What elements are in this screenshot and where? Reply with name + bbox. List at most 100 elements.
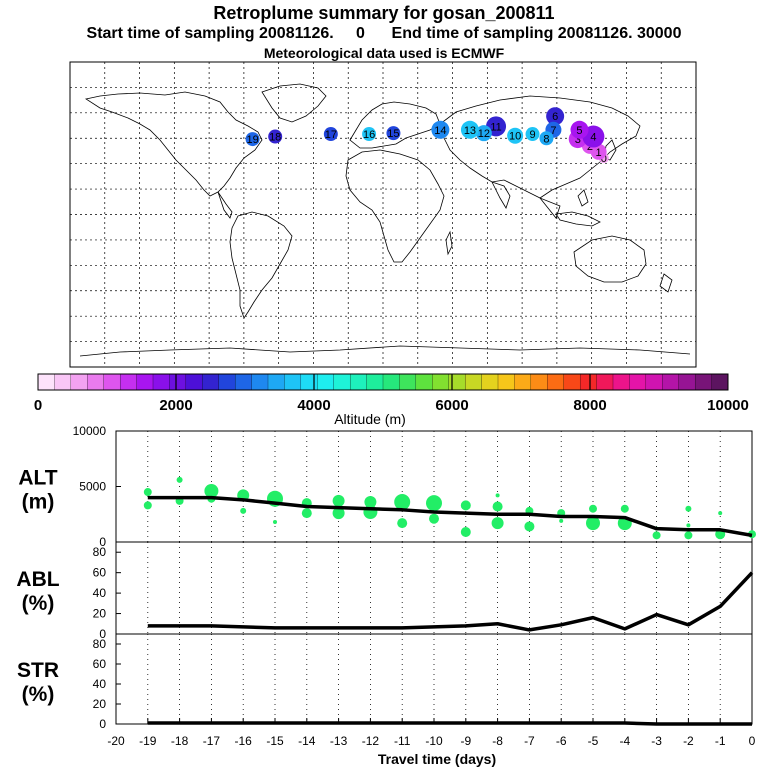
panel-ylabel-alt: ALT [18,467,57,490]
plume-marker-15 [386,126,401,141]
scatter-point [495,493,500,498]
scatter-point [426,495,442,512]
panel-ylabel-unit-alt: (m) [22,491,55,514]
colorbar-cell [481,373,499,391]
x-tick-label: -1 [715,734,726,748]
colorbar-cell [349,373,368,391]
plume-marker-10 [507,127,524,144]
panel-alt: 0 5000 10000 ALT(m) [18,424,756,549]
scatter-point [492,501,503,512]
colorbar-cell [284,373,302,391]
panel-ylabel-abl: ABL [16,568,59,591]
y-tick-label: 0 [99,535,106,549]
colorbar-cell [432,373,450,391]
x-tick-label: 0 [749,734,756,748]
colorbar-cell [136,373,154,391]
scatter-point [684,531,693,540]
colorbar-cell [662,373,680,391]
scatter-point [524,521,535,532]
colorbar-cell [366,373,384,391]
x-tick-label: -4 [619,734,630,748]
colorbar-cell [185,373,203,391]
scatter-point [273,520,277,525]
x-axis-label: Travel time (days) [378,751,496,767]
colorbar-cell [333,373,351,391]
x-tick-label: -16 [235,734,253,748]
scatter-point [620,504,629,513]
plume-marker-label: 19 [246,134,258,146]
colorbar-label: Altitude (m) [334,411,406,427]
plume-marker-label: 4 [590,132,596,144]
x-tick-label: -20 [107,734,125,748]
plume-marker-9 [525,127,540,142]
scatter-point [143,488,152,497]
plume-markers: 012345678910111213141516171819 [245,107,609,165]
x-tick-label: -14 [298,734,316,748]
scatter-point [718,511,723,516]
plume-marker-14 [431,120,450,139]
world-map: 012345678910111213141516171819 [69,61,697,368]
plume-marker-label: 7 [550,125,556,137]
panel-ylabel-unit-abl: (%) [22,592,55,615]
colorbar-cell [169,373,187,391]
plume-marker-13 [460,120,479,139]
panel-ylabel-unit-str: (%) [22,683,55,706]
y-tick-label: 0 [99,717,106,731]
scatter-point [491,517,504,530]
x-tick-label: -17 [203,734,221,748]
panel-str: 0 20 40 60 80 STR(%) [17,633,753,731]
meteo-data-line: Meteorological data used is ECMWF [263,45,505,61]
colorbar-tick-label: 2000 [159,397,192,414]
colorbar-cell [103,373,121,391]
colorbar-cell [645,373,663,391]
plume-marker-label: 6 [552,111,558,123]
x-tick-label: -18 [171,734,189,748]
colorbar-cell [530,373,548,391]
colorbar-cell [87,373,105,391]
scatter-point [204,483,219,498]
panel-ylabel-str: STR [17,659,59,682]
colorbar-cell [547,373,565,391]
colorbar-cells [37,373,729,391]
x-tick-label: -8 [492,734,503,748]
plume-marker-label: 16 [363,129,375,141]
time-series-panels: 0500010000ALT(m)020406080ABL(%)020406080… [16,424,756,731]
plume-marker-18 [268,129,283,144]
plume-marker-label: 5 [576,125,582,137]
scatter-point [460,527,471,538]
colorbar-ticks: 0 2000 4000 6000 8000 10000 [34,374,749,414]
colorbar-cell [711,373,729,391]
colorbar-tick-label: 10000 [707,397,749,414]
y-tick-label: 20 [93,607,107,621]
y-tick-label: 40 [93,586,107,600]
x-tick-label: -11 [394,734,411,748]
plume-marker-5 [570,120,589,139]
colorbar-cell [54,373,72,391]
plume-marker-label: 13 [464,125,476,137]
plume-marker-12 [475,125,492,142]
altitude-colorbar: 0 2000 4000 6000 8000 10000 Altitude (m) [34,373,749,427]
scatter-point [143,501,152,510]
colorbar-cell [300,373,318,391]
x-tick-label: -19 [139,734,157,748]
colorbar-cell [152,373,170,391]
plume-marker-6 [546,107,565,126]
y-tick-label: 0 [99,627,106,641]
scatter-point [429,513,439,524]
plume-marker-16 [362,127,377,142]
colorbar-cell [317,373,335,391]
colorbar-cell [678,373,696,391]
colorbar-cell [415,373,433,391]
scatter-point [559,518,564,523]
series-line-alt [147,495,753,538]
colorbar-cell [119,373,138,391]
colorbar-cell [694,373,713,391]
scatter-point [176,476,183,483]
plume-marker-label: 18 [269,132,281,144]
x-tick-label: -2 [683,734,694,748]
plume-marker-label: 15 [387,128,399,140]
scatter-point [586,516,600,531]
plume-marker-17 [323,127,338,142]
plume-marker-label: 9 [529,129,535,141]
